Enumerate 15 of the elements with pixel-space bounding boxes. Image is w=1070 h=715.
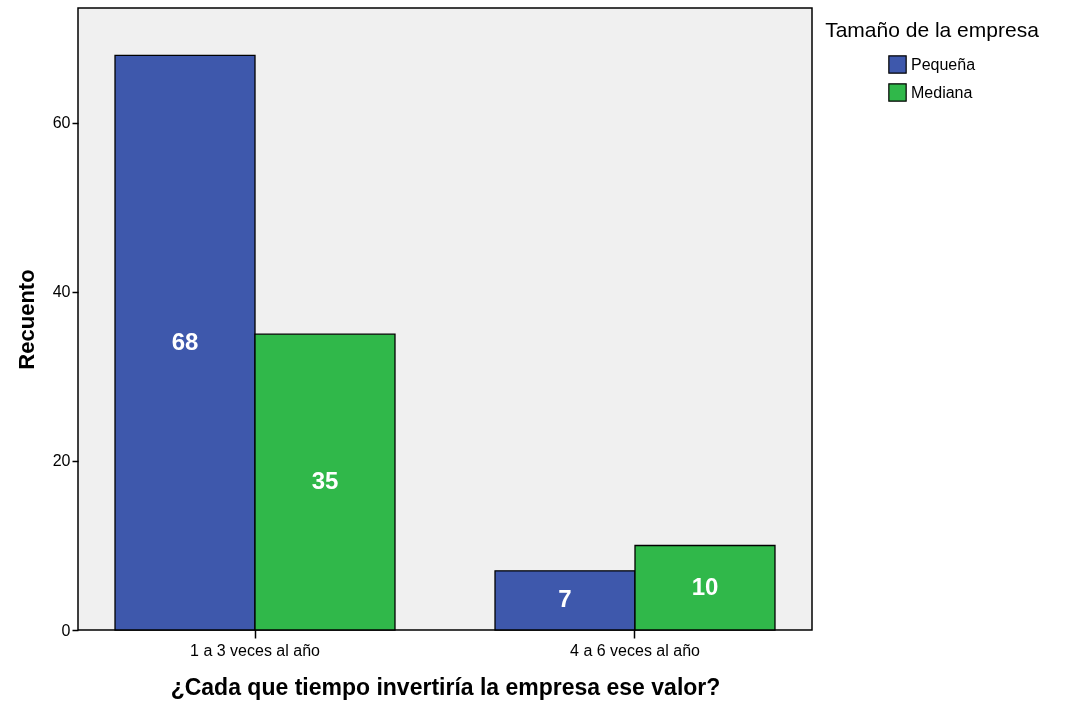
data-label: 10 <box>691 572 719 600</box>
x-tick-label: 4 a 6 veces al año <box>570 641 701 659</box>
x-axis-title: ¿Cada que tiempo invertiría la empresa ese valor? <box>170 673 721 700</box>
legend-label: Pequeña <box>911 55 976 73</box>
legend-title: Tamaño de la empresa <box>825 18 1040 41</box>
y-tick-label: 60 <box>52 114 71 132</box>
y-axis-title: Recuento <box>13 269 39 370</box>
legend-label: Mediana <box>911 83 973 101</box>
y-tick-label: 0 <box>61 621 71 639</box>
data-label: 35 <box>311 467 339 495</box>
data-label: 68 <box>171 327 199 355</box>
x-tick-label: 1 a 3 veces al año <box>190 641 321 659</box>
y-tick-label: 20 <box>52 452 71 470</box>
data-label: 7 <box>558 585 572 613</box>
y-tick-label: 40 <box>52 283 71 301</box>
